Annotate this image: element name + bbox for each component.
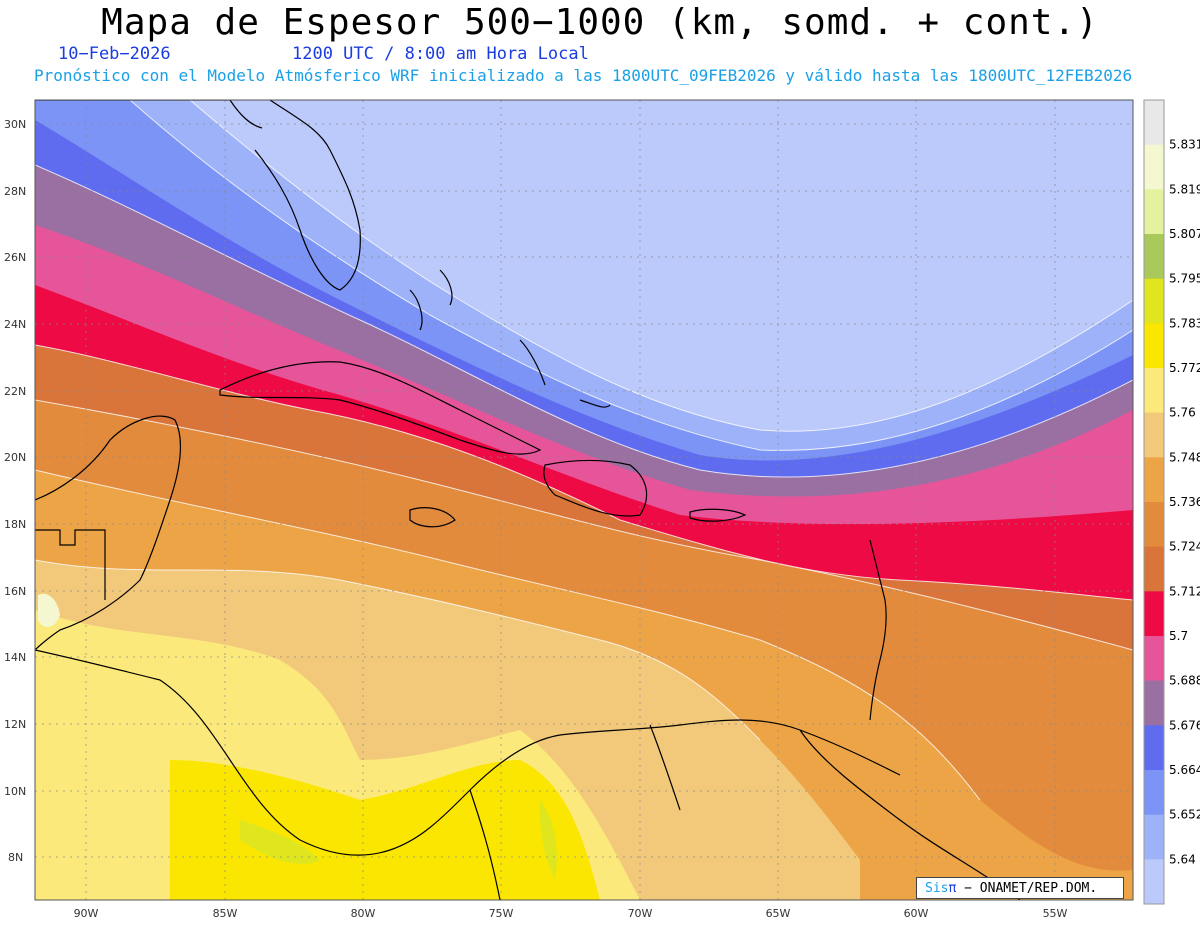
map-title: Mapa de Espesor 500−1000 (km, somd. + co… — [101, 2, 1099, 43]
colorbar-level-label: 5.76 — [1169, 406, 1196, 420]
colorbar-swatch — [1144, 725, 1164, 771]
colorbar-level-label: 5.724 — [1169, 540, 1200, 554]
colorbar-swatch — [1144, 859, 1164, 905]
yucatan — [35, 415, 182, 651]
colorbar-frame — [1143, 99, 1165, 905]
colorbar-level-label: 5.807 — [1169, 227, 1200, 241]
cuba — [219, 361, 542, 455]
florida-coast — [254, 100, 361, 291]
lat-label: 10N — [4, 785, 26, 798]
colorbar-swatch — [1144, 234, 1164, 280]
colorbar-level-label: 5.783 — [1169, 316, 1200, 330]
lon-label: 90W — [74, 907, 99, 920]
colorbar-level-label: 5.664 — [1169, 763, 1200, 777]
lon-label: 60W — [904, 907, 929, 920]
colorbar-swatch — [1144, 814, 1164, 860]
colorbar-level-label: 5.819 — [1169, 182, 1200, 196]
central-america — [35, 649, 901, 856]
colorbar-level-label: 5.676 — [1169, 718, 1200, 732]
lon-label: 85W — [213, 907, 238, 920]
colorbar-level-label: 5.736 — [1169, 495, 1200, 509]
jamaica — [409, 507, 456, 528]
lat-label: 20N — [4, 451, 26, 464]
south-america-north — [469, 724, 1021, 900]
colorbar-swatch — [1144, 144, 1164, 190]
colorbar-level-label: 5.688 — [1169, 674, 1200, 688]
colorbar-swatch — [1144, 591, 1164, 637]
colorbar-swatch — [1144, 502, 1164, 548]
colorbar-swatch — [1144, 278, 1164, 324]
lat-label: 12N — [4, 718, 26, 731]
pi-symbol: π — [948, 881, 957, 896]
colorbar-swatch — [1144, 412, 1164, 458]
org-text: − ONAMET/REP.DOM. — [956, 881, 1098, 896]
colorbar-swatch — [1144, 100, 1164, 146]
lat-label: 24N — [4, 318, 26, 331]
colorbar-swatch — [1144, 368, 1164, 414]
lat-label: 16N — [4, 585, 26, 598]
forecast-date: 10−Feb−2026 — [58, 44, 171, 64]
colorbar-level-label: 5.748 — [1169, 450, 1200, 464]
brand-text: Sis — [925, 881, 949, 896]
lat-label: 18N — [4, 518, 26, 531]
graticule — [35, 100, 1133, 900]
lon-label: 55W — [1043, 907, 1068, 920]
hispaniola — [543, 459, 648, 517]
lon-label: 80W — [351, 907, 376, 920]
lat-label: 26N — [4, 251, 26, 264]
lon-label: 75W — [489, 907, 514, 920]
forecast-time: 1200 UTC / 8:00 am Hora Local — [292, 44, 589, 64]
colorbar-swatch — [1144, 457, 1164, 503]
colorbar-level-label: 5.831 — [1169, 138, 1200, 152]
colorbar-swatch — [1144, 546, 1164, 592]
colorbar-level-label: 5.772 — [1169, 361, 1200, 375]
colorbar-swatch — [1144, 189, 1164, 235]
colorbar-level-label: 5.795 — [1169, 272, 1200, 286]
lat-label: 8N — [8, 851, 23, 864]
bahamas — [409, 269, 611, 408]
colorbar-level-label: 5.7 — [1169, 629, 1188, 643]
lat-label: 22N — [4, 385, 26, 398]
mexico-border — [35, 529, 106, 600]
colorbar-swatch — [1144, 323, 1164, 369]
longitude-labels: 90W 85W 80W 75W 70W 65W 60W 55W — [74, 907, 1068, 920]
thickness-bands — [35, 100, 1133, 900]
colorbar-swatch — [1144, 770, 1164, 816]
lon-label: 65W — [766, 907, 791, 920]
model-run-info: Pronóstico con el Modelo Atmósferico WRF… — [34, 66, 1133, 85]
colorbar-level-label: 5.712 — [1169, 584, 1200, 598]
colorbar-level-label: 5.652 — [1169, 808, 1200, 822]
colorbar-level-label: 5.64 — [1169, 852, 1196, 866]
lon-label: 70W — [628, 907, 653, 920]
lat-label: 14N — [4, 651, 26, 664]
credit-box: Sisπ − ONAMET/REP.DOM. — [916, 877, 1124, 899]
lat-label: 30N — [4, 118, 26, 131]
band-5819-spot — [38, 593, 60, 627]
puerto-rico — [689, 508, 747, 522]
lat-label: 28N — [4, 185, 26, 198]
colorbar: 5.831 5.819 5.807 5.795 5.783 5.772 5.76 5.748 5… — [1143, 99, 1200, 905]
latitude-labels: 30N 28N 26N 24N 22N 20N 18N 16N 14N 12N … — [4, 118, 26, 864]
band-5795 — [240, 800, 557, 880]
colorbar-swatch — [1144, 680, 1164, 726]
colorbar-swatch — [1144, 636, 1164, 682]
map-frame — [34, 99, 1134, 901]
lesser-antilles — [869, 539, 887, 721]
